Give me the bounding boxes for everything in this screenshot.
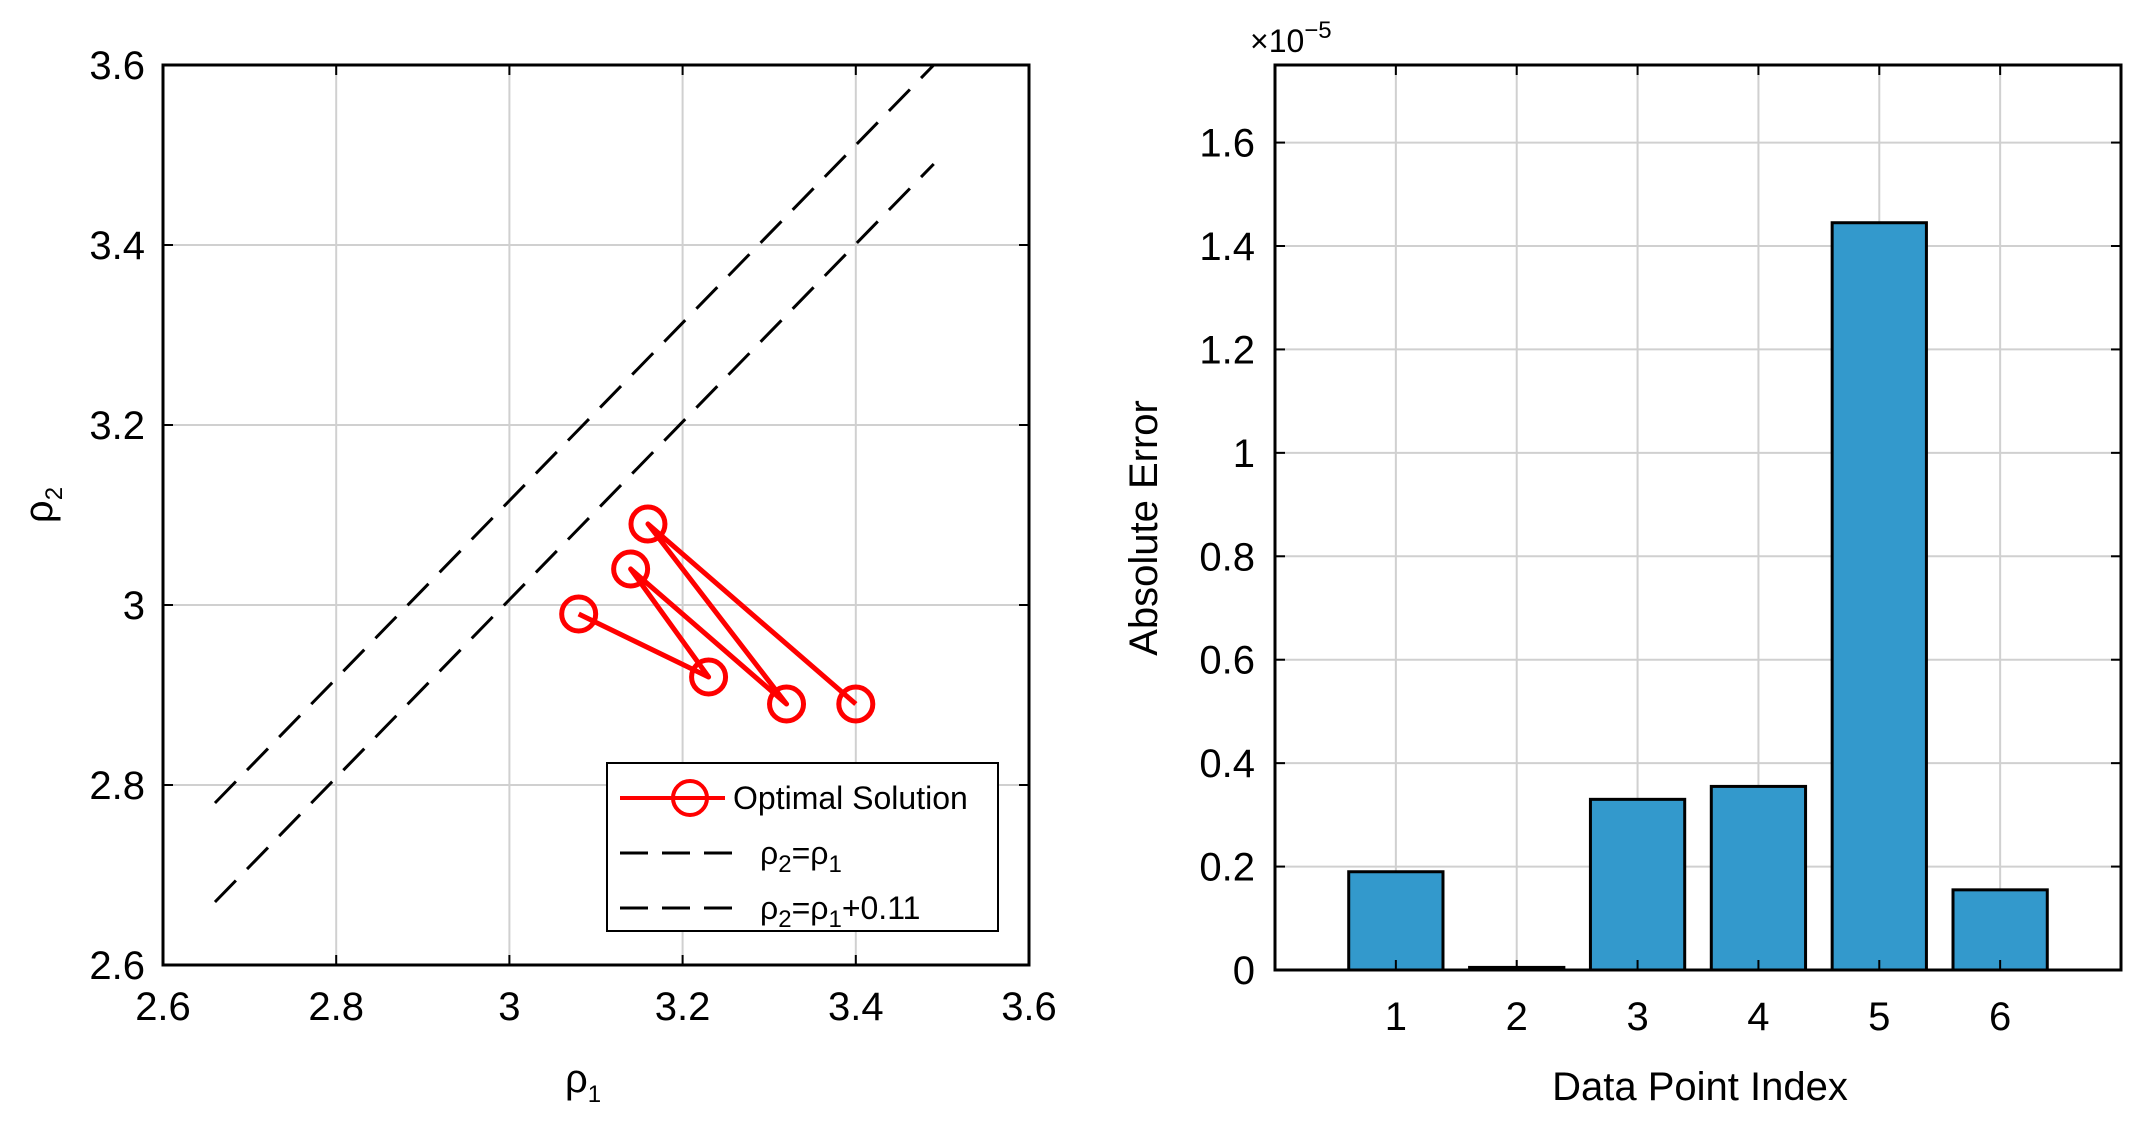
right-plot-frame [1273, 63, 2123, 972]
optimal-solution-point [628, 504, 668, 544]
left-x-tick-label: 3.6 [1001, 985, 1057, 1029]
left-y-axis-label: ρ2 [17, 487, 68, 523]
right-y-tick-label: 0.2 [1199, 846, 1255, 890]
left-y-tick-label: 3.6 [89, 44, 145, 88]
exponent-label: ×10−5 [1250, 17, 1332, 59]
bar-5 [1830, 221, 1928, 972]
bar-6 [1951, 888, 2049, 972]
left-tick-labels: 2.6 2.8 3 3.2 3.4 3.6 2.6 2.8 3 3.2 3.4 3.6 [89, 44, 1056, 1029]
optimal-solution-point [689, 657, 729, 697]
left-grid [163, 65, 1029, 965]
right-x-tick-label: 4 [1747, 995, 1769, 1039]
right-y-tick-label: 0.6 [1199, 639, 1255, 683]
rho-scatter-plot: 2.6 2.8 3 3.2 3.4 3.6 2.6 2.8 3 3.2 3.4 3.6 ρ1 ρ2 O… [17, 44, 1057, 1108]
legend-optimal-label: Optimal Solution [733, 780, 968, 816]
dashed-series-line-2 [213, 162, 935, 904]
dashed-series-line-1 [213, 63, 935, 805]
bar-4 [1709, 784, 1808, 972]
left-y-tick-label: 3 [123, 584, 145, 628]
right-y-tick-label: 1.6 [1199, 122, 1255, 166]
left-y-tick-label: 2.6 [89, 944, 145, 988]
optimal-solution-point [611, 549, 651, 589]
right-x-tick-label: 3 [1626, 995, 1648, 1039]
optimal-solution-point [767, 684, 807, 724]
legend: Optimal Solution ρ2=ρ1 ρ2=ρ1+0.11 [606, 762, 999, 933]
left-data-lines [213, 63, 935, 904]
legend-item-rho2-equals-rho1: ρ2=ρ1 [620, 835, 842, 878]
legend-item-optimal-solution: Optimal Solution [620, 779, 968, 817]
left-y-tick-label: 2.8 [89, 764, 145, 808]
right-y-tick-label: 1 [1233, 432, 1255, 476]
left-x-axis-label: ρ1 [565, 1057, 601, 1108]
left-x-tick-label: 2.8 [308, 985, 364, 1029]
legend-item-rho2-equals-rho1-plus-offset: ρ2=ρ1+0.11 [620, 890, 920, 933]
bar-1 [1347, 870, 1445, 972]
optimal-solution-point [836, 684, 876, 724]
left-x-tick-label: 2.6 [135, 985, 191, 1029]
right-y-tick-label: 1.4 [1199, 225, 1255, 269]
right-y-tick-label: 0.8 [1199, 535, 1255, 579]
bar-3 [1588, 797, 1687, 972]
right-x-tick-label: 5 [1868, 995, 1890, 1039]
left-x-tick-label: 3 [498, 985, 520, 1029]
right-tick-labels: 1 2 3 4 5 6 0 0.2 0.4 0.6 0.8 1 1.2 1.4 1.6 [1199, 65, 2121, 1039]
left-y-tick-label: 3.4 [89, 224, 145, 268]
legend-optimal-marker [671, 779, 709, 817]
legend-rho2-equals-rho1-label: ρ2=ρ1 [760, 835, 842, 878]
right-x-tick-label: 2 [1506, 995, 1528, 1039]
right-x-tick-label: 6 [1989, 995, 2011, 1039]
left-plot-frame [161, 63, 1031, 967]
right-y-tick-label: 1.2 [1199, 328, 1255, 372]
left-x-tick-label: 3.2 [655, 985, 711, 1029]
absolute-error-bar-chart: 1 2 3 4 5 6 0 0.2 0.4 0.6 0.8 1 1.2 1.4 1.6 ×10−5 Data… [1122, 17, 2123, 1109]
optimal-solution-point [559, 594, 599, 634]
right-x-axis-label: Data Point Index [1552, 1065, 1848, 1109]
right-bars [1347, 221, 2049, 972]
legend-rho2-offset-label: ρ2=ρ1+0.11 [760, 890, 920, 933]
legend-box [606, 762, 999, 932]
right-x-tick-label: 1 [1385, 995, 1407, 1039]
left-x-tick-label: 3.4 [828, 985, 884, 1029]
left-y-tick-label: 3.2 [89, 404, 145, 448]
right-y-tick-label: 0 [1233, 949, 1255, 993]
right-y-tick-label: 0.4 [1199, 742, 1255, 786]
optimal-solution-line [577, 521, 858, 707]
right-grid [1275, 65, 2121, 970]
right-y-axis-label: Absolute Error [1122, 400, 1166, 656]
